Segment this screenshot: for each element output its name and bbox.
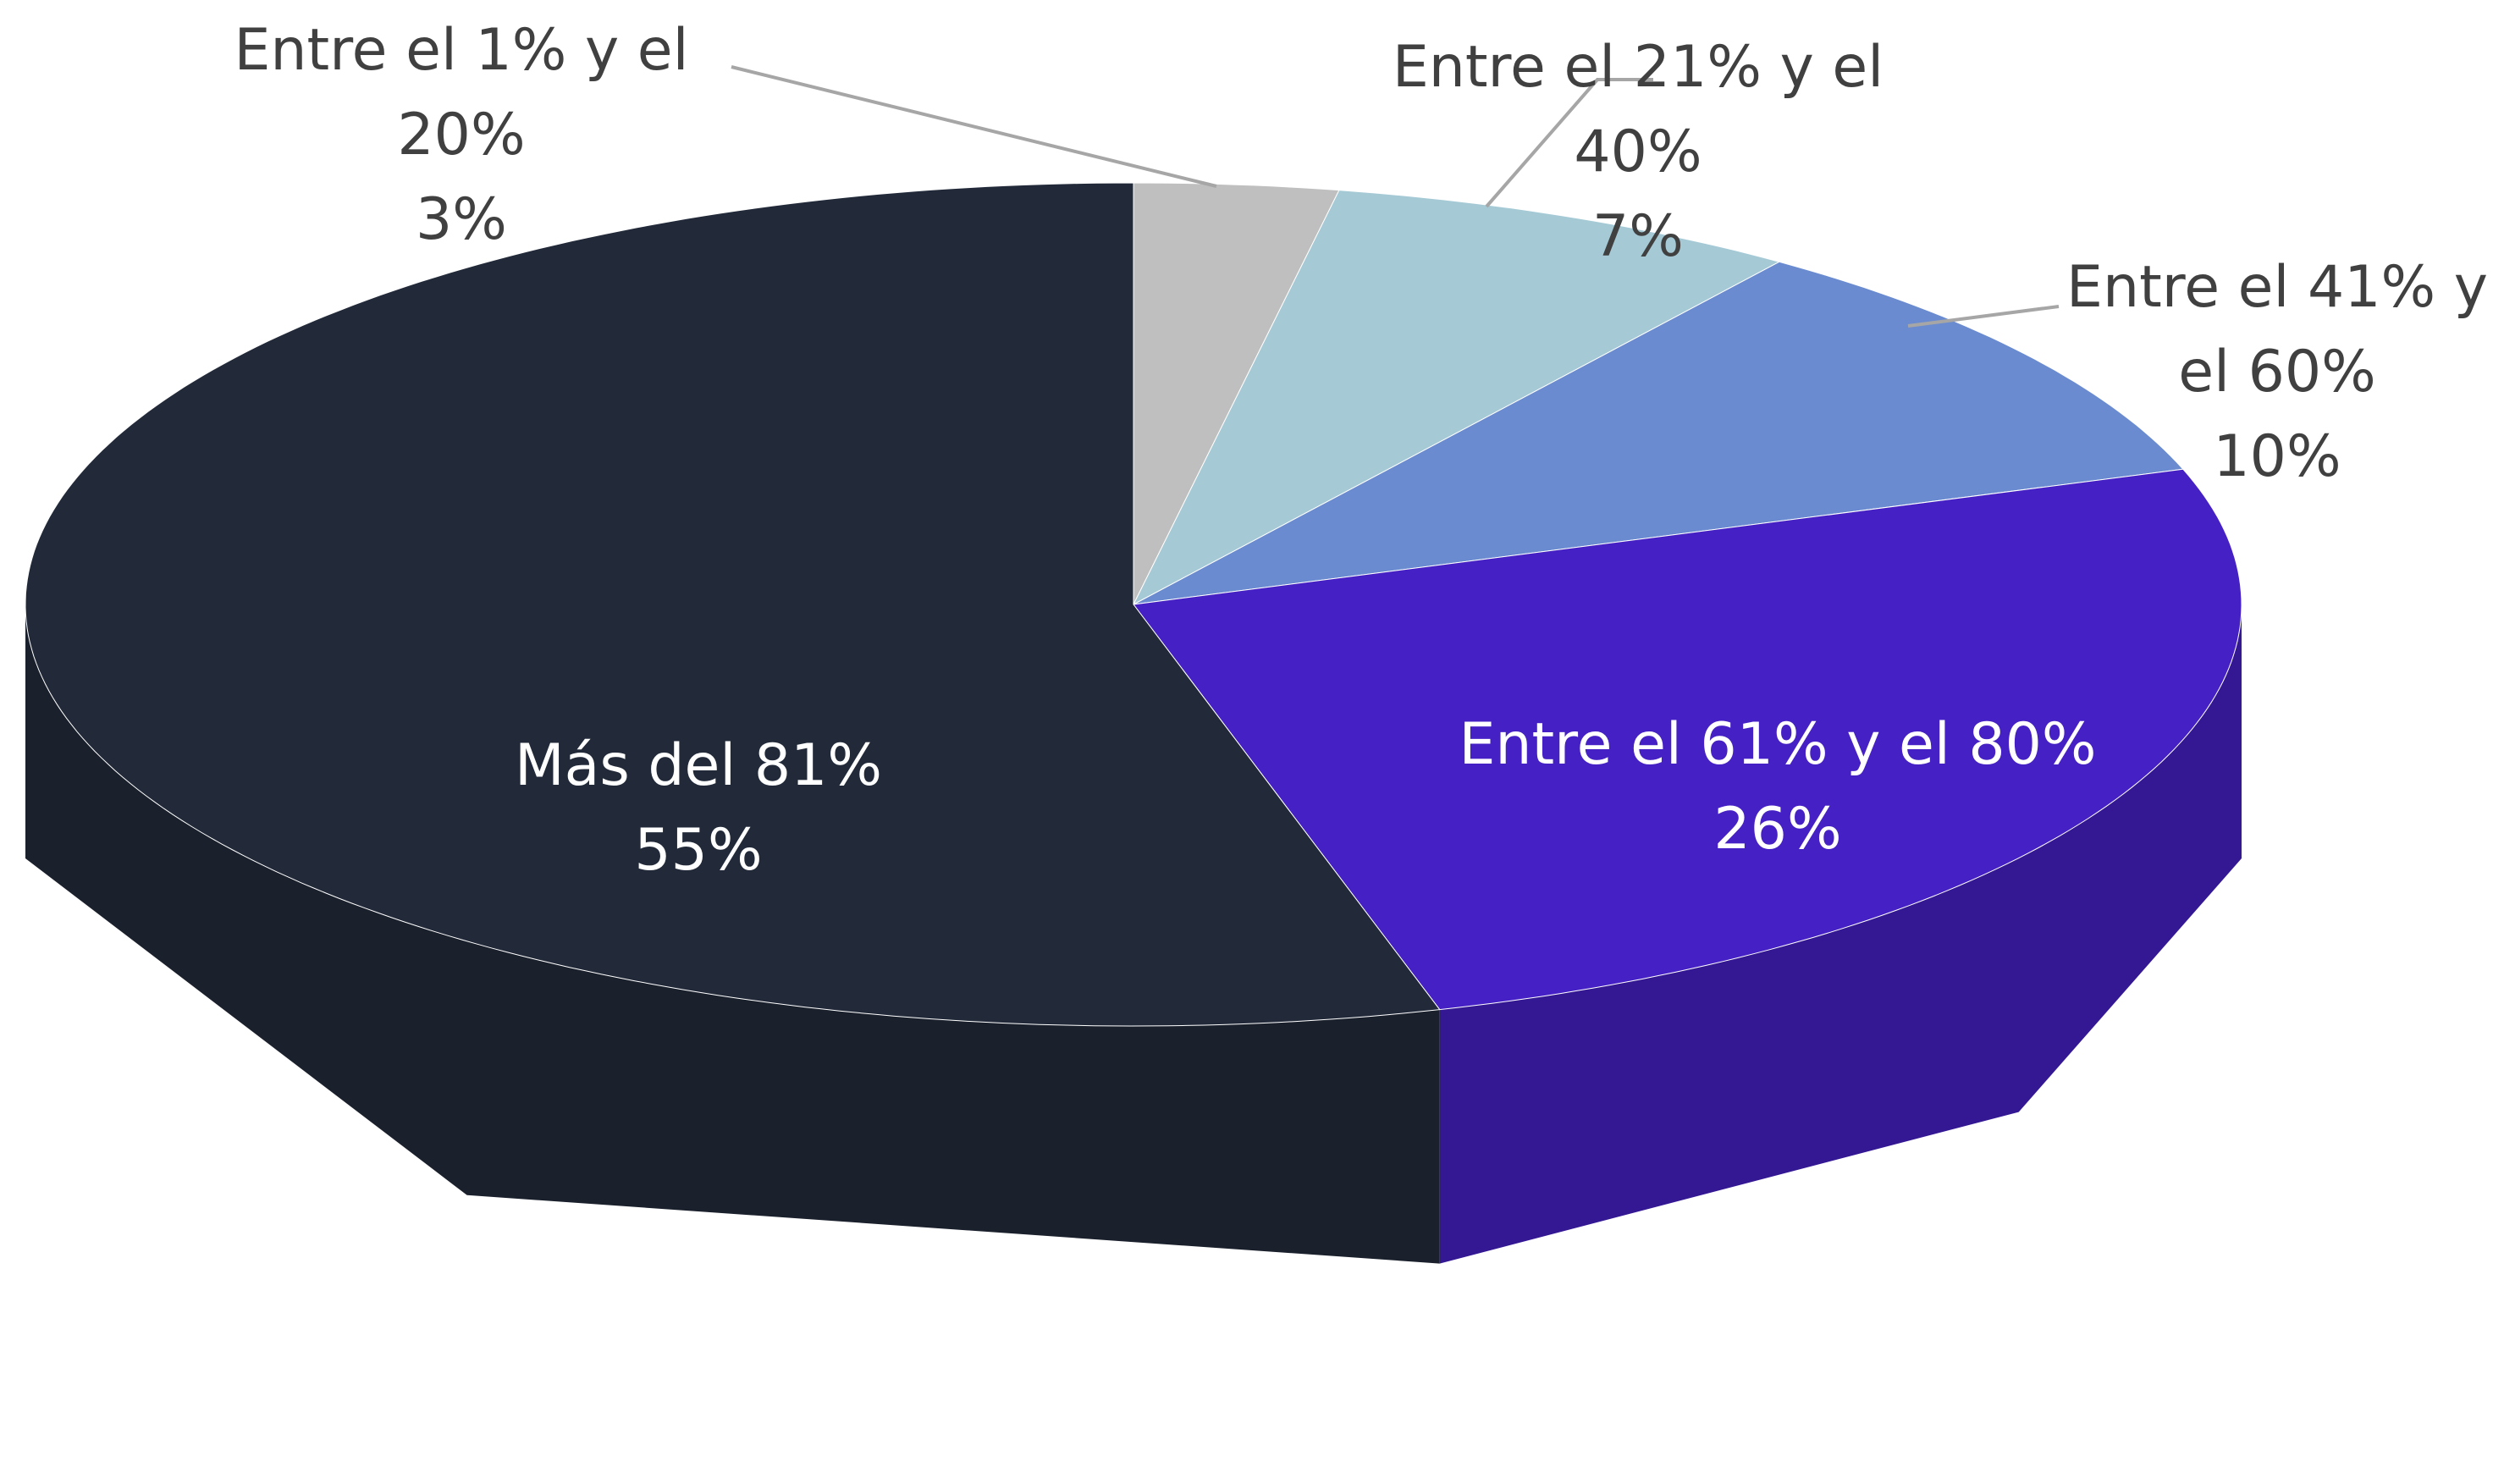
label-category: Entre el 61% y el 80%	[1459, 711, 2097, 778]
label-value: 26%	[1713, 796, 1842, 863]
pie-slice	[1132, 190, 1781, 606]
pie-side	[1439, 604, 2242, 1264]
data-label: Entre el 61% y el 80% 26%	[1270, 703, 2286, 872]
pie-side	[25, 604, 1440, 1264]
label-value: 7%	[1592, 203, 1684, 270]
label-value: 3%	[416, 186, 507, 253]
pie-slice	[1133, 261, 2184, 605]
pie	[25, 182, 2242, 1264]
leader-line	[731, 65, 1217, 188]
leader-line	[1485, 78, 1653, 208]
data-label: Entre el 41% y el 60% 10%	[2066, 245, 2489, 499]
pie-slice	[1133, 468, 2242, 1011]
leader-line	[1907, 305, 2060, 328]
pie-slice	[1133, 182, 1340, 605]
label-category: Entre el 21% y el 40%	[1392, 34, 1884, 185]
label-category: Entre el 1% y el 20%	[234, 17, 689, 168]
label-category: Más del 81%	[514, 732, 883, 799]
pie-slice	[25, 182, 1441, 1027]
label-value: 10%	[2213, 423, 2341, 490]
data-label: Entre el 1% y el 20% 3%	[190, 8, 732, 262]
label-category: Entre el 41% y el 60%	[2066, 254, 2488, 405]
data-label: Entre el 21% y el 40% 7%	[1388, 25, 1888, 279]
data-label: Más del 81% 55%	[296, 724, 1100, 893]
label-value: 55%	[634, 817, 763, 884]
